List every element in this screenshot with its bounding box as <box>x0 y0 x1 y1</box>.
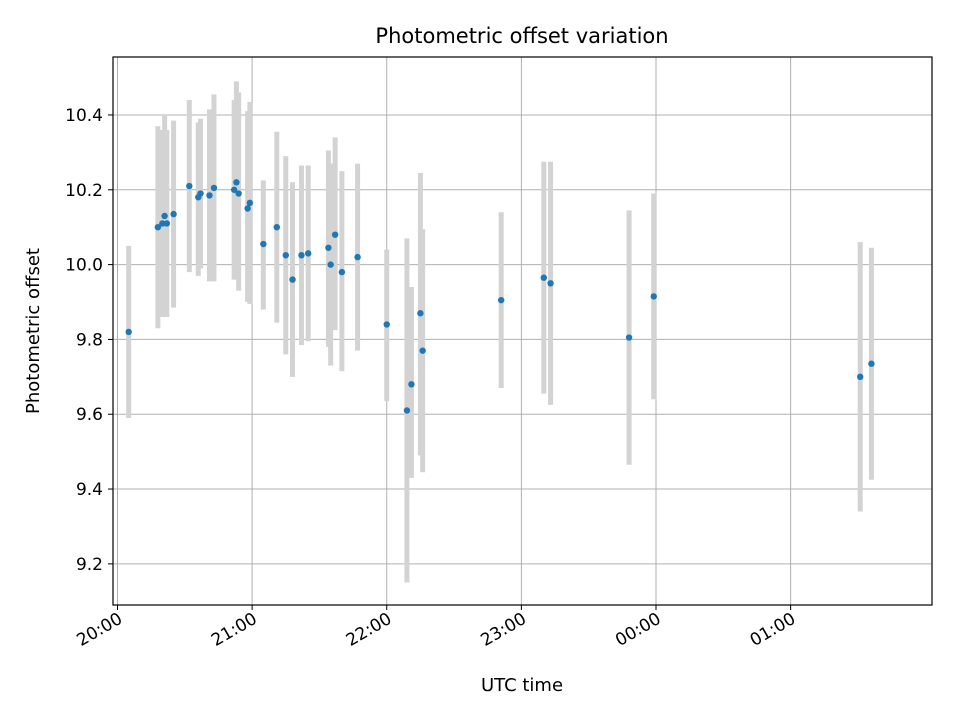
data-point <box>298 252 305 259</box>
data-point <box>856 373 864 381</box>
y-tick-label: 10.0 <box>65 256 103 276</box>
data-point <box>273 223 280 231</box>
plot-frame <box>112 56 933 606</box>
data-point <box>403 407 411 414</box>
data-point <box>868 360 875 367</box>
data-point <box>159 220 166 227</box>
data-point <box>197 190 204 197</box>
data-point <box>125 328 132 336</box>
data-point <box>325 244 332 251</box>
data-point <box>650 293 657 300</box>
data-point <box>246 199 254 207</box>
y-tick-label: 9.6 <box>76 405 103 425</box>
data-point <box>331 231 339 238</box>
data-point <box>186 182 193 190</box>
y-tick-label: 9.4 <box>76 480 103 500</box>
x-axis-title: UTC time <box>481 675 563 696</box>
data-point <box>163 220 171 227</box>
chart-title: Photometric offset variation <box>375 24 668 48</box>
data-point <box>289 276 296 283</box>
data-point <box>233 179 240 186</box>
y-tick-label: 10.4 <box>65 106 103 126</box>
data-point <box>338 268 346 276</box>
data-point <box>170 210 177 218</box>
y-tick-label: 9.2 <box>76 555 103 575</box>
data-point <box>282 252 289 259</box>
data-point <box>625 334 633 341</box>
data-point <box>235 190 242 197</box>
data-point <box>154 223 162 231</box>
data-point <box>244 205 251 212</box>
data-point <box>419 347 426 354</box>
data-point <box>260 240 267 248</box>
data-point <box>417 310 424 317</box>
data-point <box>383 321 390 328</box>
data-point <box>230 186 238 193</box>
y-tick-label: 9.8 <box>76 330 103 350</box>
data-point <box>547 280 554 287</box>
data-point <box>210 184 218 192</box>
data-point <box>206 192 213 199</box>
data-point <box>408 381 415 388</box>
y-tick-label: 10.2 <box>65 181 103 201</box>
data-point <box>497 296 505 304</box>
data-point <box>161 212 168 220</box>
data-point <box>354 253 361 261</box>
y-axis: 9.2 9.4 9.6 9.8 10.0 10.2 10.4 <box>65 106 113 575</box>
data-point <box>327 261 334 268</box>
data-points <box>125 179 875 414</box>
y-axis-title: Photometric offset <box>23 248 44 414</box>
data-point <box>305 250 312 257</box>
data-point <box>540 274 548 281</box>
